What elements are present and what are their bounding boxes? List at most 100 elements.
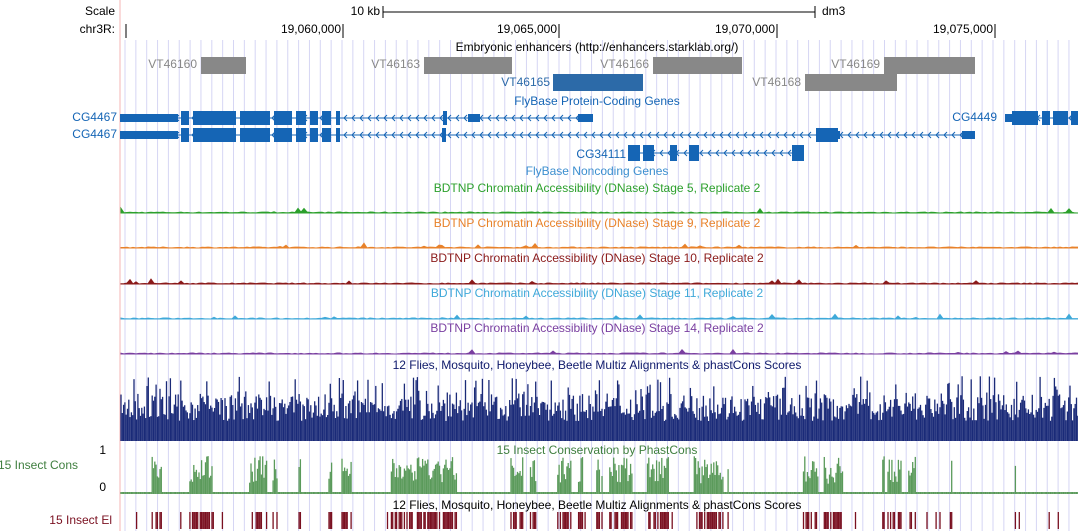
assembly: dm3	[822, 4, 846, 18]
exon	[296, 128, 306, 142]
strand-arrow	[511, 131, 516, 139]
track-title: BDTNP Chromatin Accessibility (DNase) St…	[431, 286, 764, 300]
strand-arrow	[439, 114, 444, 122]
signal	[120, 313, 1078, 320]
exon	[1053, 111, 1068, 125]
ruler-tick: 19,065,000	[497, 22, 557, 36]
axis-max: 1	[99, 443, 106, 457]
strand-arrow	[359, 131, 364, 139]
chrom-label: chr3R:	[80, 22, 115, 36]
strand-arrow	[567, 114, 572, 122]
exon	[336, 128, 340, 142]
exon	[296, 111, 306, 125]
strand-arrow	[879, 131, 884, 139]
exon	[792, 145, 804, 161]
exon	[670, 145, 677, 161]
strand-arrow	[503, 114, 508, 122]
strand-arrow	[431, 131, 436, 139]
exon	[193, 128, 236, 142]
strand-arrow	[511, 114, 516, 122]
enhancer-label: VT46160	[148, 57, 197, 71]
track-label: 15 Insect El	[49, 513, 112, 527]
strand-arrow	[743, 131, 748, 139]
gene-label: CG4467	[72, 127, 117, 141]
track-title: BDTNP Chromatin Accessibility (DNase) St…	[434, 181, 761, 195]
strand-arrow	[559, 114, 564, 122]
exon	[1012, 111, 1038, 125]
strand-arrow	[431, 114, 436, 122]
strand-arrow	[787, 149, 792, 157]
strand-arrow	[739, 149, 744, 157]
strand-arrow	[543, 114, 548, 122]
exon	[181, 128, 189, 142]
strand-arrow	[687, 131, 692, 139]
strand-arrow	[487, 114, 492, 122]
exon	[310, 111, 318, 125]
strand-arrow	[663, 131, 668, 139]
exon	[628, 145, 640, 161]
track-title: FlyBase Noncoding Genes	[526, 164, 669, 178]
gene-models	[120, 111, 1078, 161]
strand-arrow	[495, 114, 500, 122]
strand-arrow	[463, 131, 468, 139]
strand-arrow	[731, 149, 736, 157]
strand-arrow	[527, 114, 532, 122]
strand-arrow	[503, 131, 508, 139]
strand-arrow	[407, 131, 412, 139]
strand-arrow	[567, 131, 572, 139]
strand-arrow	[543, 131, 548, 139]
enhancer-label: VT46168	[752, 75, 801, 89]
strand-arrow	[399, 131, 404, 139]
strand-arrow	[747, 149, 752, 157]
strand-arrow	[391, 131, 396, 139]
exon	[181, 111, 189, 125]
track-title: BDTNP Chromatin Accessibility (DNase) St…	[430, 251, 764, 265]
strand-arrow	[471, 131, 476, 139]
enhancer-label: VT46166	[600, 57, 649, 71]
strand-arrow	[847, 131, 852, 139]
strand-arrow	[723, 149, 728, 157]
strand-arrow	[763, 149, 768, 157]
exon	[962, 131, 975, 139]
strand-arrow	[415, 114, 420, 122]
exon	[468, 114, 480, 122]
ruler-ticks	[125, 24, 996, 38]
strand-arrow	[447, 131, 452, 139]
strand-arrow	[407, 114, 412, 122]
exon	[274, 128, 292, 142]
strand-arrow	[775, 131, 780, 139]
strand-arrow	[535, 131, 540, 139]
strand-arrow	[951, 131, 956, 139]
ruler-tick: 19,070,000	[715, 22, 775, 36]
exon	[578, 114, 593, 122]
enhancer-label: VT46165	[501, 75, 550, 89]
strand-arrow	[359, 114, 364, 122]
strand-arrow	[383, 114, 388, 122]
strand-arrow	[375, 114, 380, 122]
strand-arrow	[487, 131, 492, 139]
strand-arrow	[735, 131, 740, 139]
strand-arrow	[343, 114, 348, 122]
exon	[689, 145, 699, 161]
strand-arrow	[699, 149, 704, 157]
strand-arrow	[647, 131, 652, 139]
strand-arrow	[671, 131, 676, 139]
scale-bar-label: 10 kb	[351, 4, 381, 18]
strand-arrow	[767, 131, 772, 139]
strand-arrow	[535, 114, 540, 122]
strand-arrow	[519, 131, 524, 139]
strand-arrow	[447, 114, 452, 122]
track-title: 15 Insect Conservation by PhastCons	[497, 443, 698, 457]
strand-arrow	[715, 149, 720, 157]
strand-arrow	[599, 131, 604, 139]
strand-arrow	[655, 131, 660, 139]
track-title: FlyBase Protein-Coding Genes	[514, 94, 679, 108]
strand-arrow	[759, 131, 764, 139]
strand-arrow	[695, 131, 700, 139]
strand-arrow	[415, 131, 420, 139]
strand-arrow	[351, 131, 356, 139]
enhancer-label: VT46163	[371, 57, 420, 71]
strand-arrow	[779, 149, 784, 157]
strand-arrow	[927, 131, 932, 139]
